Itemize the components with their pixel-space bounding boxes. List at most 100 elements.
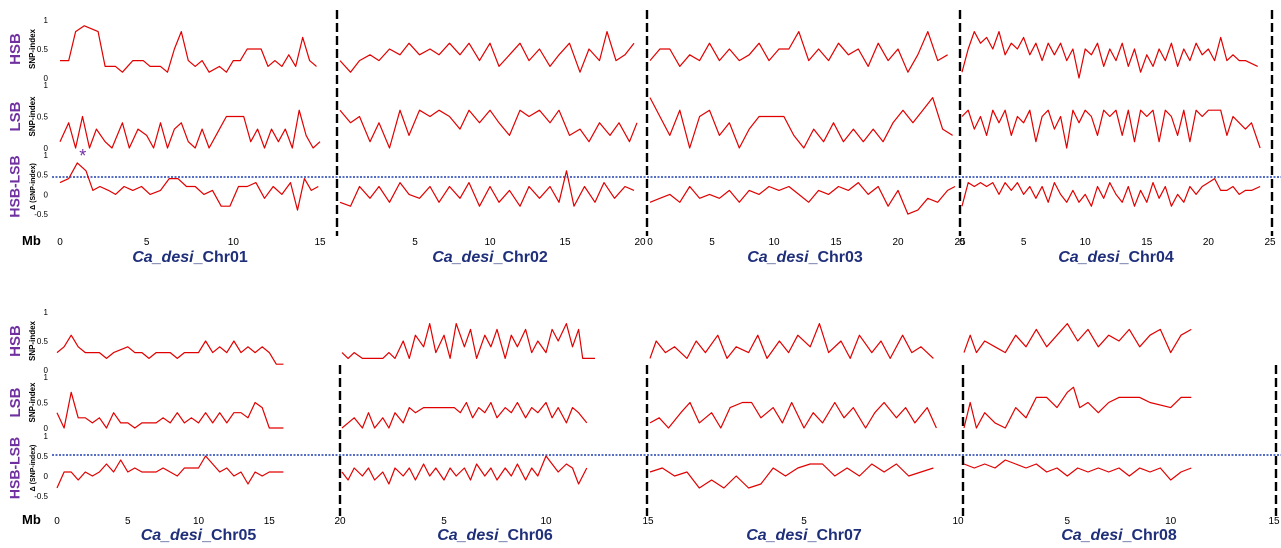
x-tick-label: 15 [559,237,571,248]
lsb-series [339,109,638,149]
chromosome-label: Ca_desi_Chr07 [746,527,862,544]
delta-series [649,182,956,215]
chromosome-label-suffix: _Chr07 [807,527,862,544]
delta-series [963,459,1192,481]
y-tick-label: 0.5 [37,452,49,461]
chromosome-label: Ca_desi_Chr04 [1058,249,1174,266]
chromosome-label-italic: Ca_desi [432,249,494,266]
x-tick-label: 15 [1141,237,1153,248]
x-tick-label: 20 [334,516,346,527]
y-tick-label: 1 [44,308,49,317]
hsb-series [339,31,635,73]
chromosome-panel: 5 10 15 Ca_desi_Chr08 [963,323,1280,544]
hsb-series [56,334,284,365]
chromosome-panel: 5 10 15 20 Ca_desi_Chr02 [339,31,646,266]
x-tick-label: 10 [1080,237,1092,248]
hsb-series [649,31,948,73]
y-tick-label: -0.5 [34,210,48,219]
y-tick-label: 0.5 [37,337,49,346]
x-tick-label: 10 [1165,516,1177,527]
x-tick-label: 5 [125,516,131,527]
delta-series [341,455,588,485]
chromosome-label-suffix: _Chr08 [1122,527,1177,544]
track-label: HSB-LSB [7,155,23,217]
x-tick-label: 5 [441,516,447,527]
chromosome-label: Ca_desi_Chr02 [432,249,548,266]
chromosome-label-italic: Ca_desi [437,527,499,544]
lsb-series [963,386,1192,429]
snp-axis-title: SNP-index [28,96,37,137]
track-label: LSB [7,387,24,417]
x-tick-label: 5 [412,237,418,248]
chromosome-label-suffix: _Chr04 [1119,249,1174,266]
y-tick-label: -0.5 [34,492,48,501]
chromosome-label-italic: Ca_desi [141,527,203,544]
hsb-series [961,31,1258,79]
x-tick-label: 20 [634,237,646,248]
x-tick-label: 0 [57,237,63,248]
chart-row-2: HSB LSB HSB-LSB SNP-index SNP-index Δ (SNP-in… [7,308,1281,544]
chromosome-label-suffix: _Chr06 [498,527,553,544]
y-tick-label: 0.5 [37,171,49,180]
x-axis-title: Mb [22,233,41,248]
x-axis-title: Mb [22,512,41,527]
x-tick-label: 15 [314,237,326,248]
x-tick-label: 15 [1268,516,1280,527]
y-tick-label: 0.5 [37,45,49,54]
y-tick-label: 0 [44,144,49,153]
chromosome-label: Ca_desi_Chr08 [1061,527,1177,544]
snp-axis-title: SNP-index [28,382,37,423]
x-tick-label: 5 [801,516,807,527]
delta-series [649,463,934,489]
lsb-series [341,401,588,429]
y-tick-label: 0 [44,472,49,481]
x-tick-label: 10 [193,516,205,527]
chromosome-label: Ca_desi_Chr03 [747,249,863,266]
track-label: LSB [7,101,24,131]
chromosome-panel: 5 10 15 Ca_desi_Chr06 [341,323,654,544]
chromosome-label-suffix: _Chr02 [493,249,548,266]
hsb-series [60,25,317,73]
snp-axis-title: SNP-index [28,320,37,361]
x-tick-label: 15 [264,516,276,527]
x-tick-label: 15 [642,516,654,527]
x-tick-label: 15 [830,237,842,248]
chromosome-label-italic: Ca_desi [1061,527,1123,544]
chromosome-label-italic: Ca_desi [747,249,809,266]
x-tick-label: 0 [959,237,965,248]
y-tick-label: 0.5 [37,113,49,122]
chromosome-panel: 0 5 10 15 Ca_desi_Chr01 * [57,25,326,266]
delta-series [339,170,635,207]
chromosome-label-italic: Ca_desi [746,527,808,544]
y-tick-label: 1 [44,16,49,25]
hsb-series [963,323,1192,354]
y-tick-label: 0 [44,190,49,199]
x-tick-label: 10 [768,237,780,248]
x-tick-label: 0 [647,237,653,248]
chromosome-panel: 0 5 10 15 20 Ca_desi_Chr05 [54,334,346,544]
x-tick-label: 5 [709,237,715,248]
x-tick-label: 10 [484,237,496,248]
chromosome-panel: 5 10 Ca_desi_Chr07 [649,323,964,544]
delta-axis-title: Δ (SNP-index) [30,163,37,210]
chromosome-label-suffix: _Chr01 [193,249,248,266]
x-tick-label: 25 [954,237,966,248]
x-tick-label: 5 [1021,237,1027,248]
y-tick-label: 1 [44,81,49,90]
y-tick-label: 1 [44,151,49,160]
chromosome-label-italic: Ca_desi [1058,249,1120,266]
x-tick-label: 10 [540,516,552,527]
track-label: HSB [7,33,24,65]
chart-row-1: HSB LSB HSB-LSB SNP-index SNP-index Δ (SNP-in… [7,10,1281,266]
y-tick-label: 0 [44,74,49,83]
x-tick-label: 0 [54,516,60,527]
lsb-series [56,391,284,429]
chromosome-label: Ca_desi_Chr06 [437,527,553,544]
chromosome-label: Ca_desi_Chr01 [132,249,248,266]
hsb-series [341,323,595,359]
lsb-series [649,97,953,149]
lsb-series [59,109,321,149]
x-tick-label: 10 [228,237,240,248]
peak-asterisk: * [79,146,86,166]
